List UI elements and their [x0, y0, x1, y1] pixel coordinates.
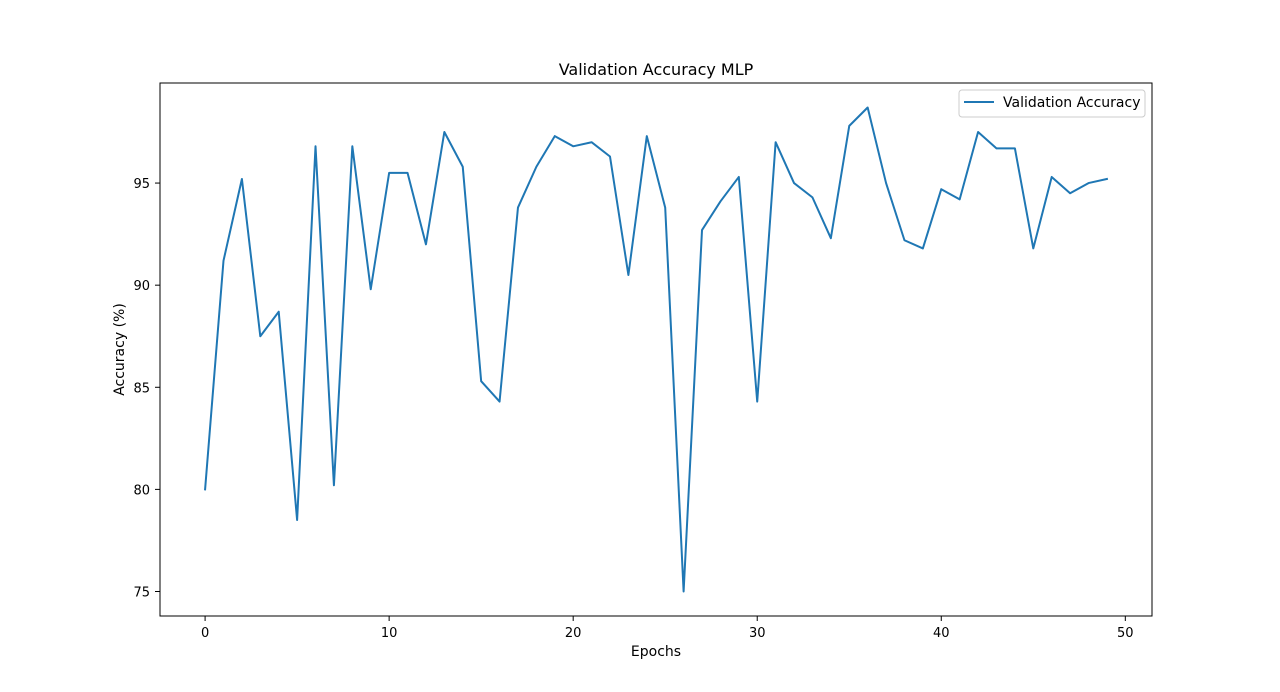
- y-axis: 75 80 85 90 95: [133, 177, 160, 600]
- legend: Validation Accuracy: [958, 89, 1146, 118]
- plot-area: [204, 106, 1109, 593]
- y-tick-label: 80: [133, 483, 150, 498]
- x-tick-label: 20: [565, 626, 582, 641]
- legend-label: Validation Accuracy: [1003, 95, 1141, 111]
- axes-frame: [159, 82, 1153, 617]
- y-tick-label: 95: [133, 177, 150, 192]
- x-tick-label: 50: [1117, 626, 1134, 641]
- y-axis-label: Accuracy (%): [112, 303, 128, 396]
- x-axis-label: Epochs: [631, 644, 681, 660]
- chart-title: Validation Accuracy MLP: [559, 60, 754, 79]
- legend-frame: [958, 89, 1146, 118]
- y-tick-label: 75: [133, 585, 150, 600]
- series-line-0: [204, 106, 1109, 593]
- x-tick-label: 0: [201, 626, 209, 641]
- x-tick-label: 30: [749, 626, 766, 641]
- y-tick-label: 90: [133, 279, 150, 294]
- x-tick-label: 10: [381, 626, 398, 641]
- y-tick-label: 85: [133, 381, 150, 396]
- x-tick-label: 40: [933, 626, 950, 641]
- x-axis: 0 10 20 30 40 50: [201, 616, 1134, 641]
